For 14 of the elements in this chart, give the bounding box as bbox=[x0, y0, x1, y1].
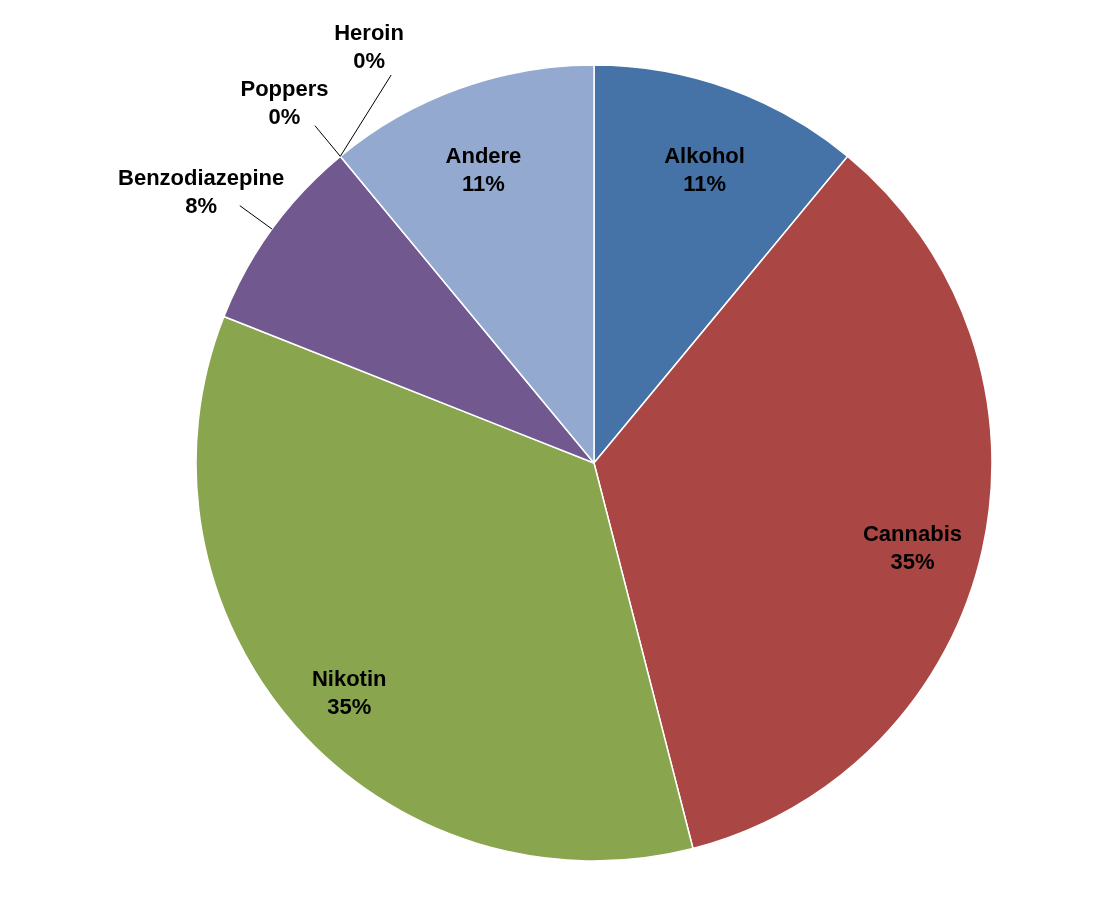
category-label: Heroin bbox=[334, 19, 404, 45]
data-label: 35% bbox=[890, 549, 935, 575]
data-label: 11% bbox=[683, 170, 726, 196]
data-label: 11% bbox=[462, 170, 505, 196]
data-label: 35% bbox=[327, 693, 372, 719]
slice-label: Nikotin bbox=[311, 665, 387, 691]
text: 0% bbox=[268, 103, 301, 129]
category-label: Poppers bbox=[240, 75, 329, 101]
slice-label: Benzodiazepine bbox=[118, 164, 285, 190]
slice-label: Alkohol bbox=[664, 142, 745, 168]
slice-label: Andere bbox=[445, 142, 522, 168]
text: 0% bbox=[353, 47, 385, 73]
data-label: 8% bbox=[185, 192, 218, 218]
slice-label: Cannabis bbox=[862, 521, 963, 547]
